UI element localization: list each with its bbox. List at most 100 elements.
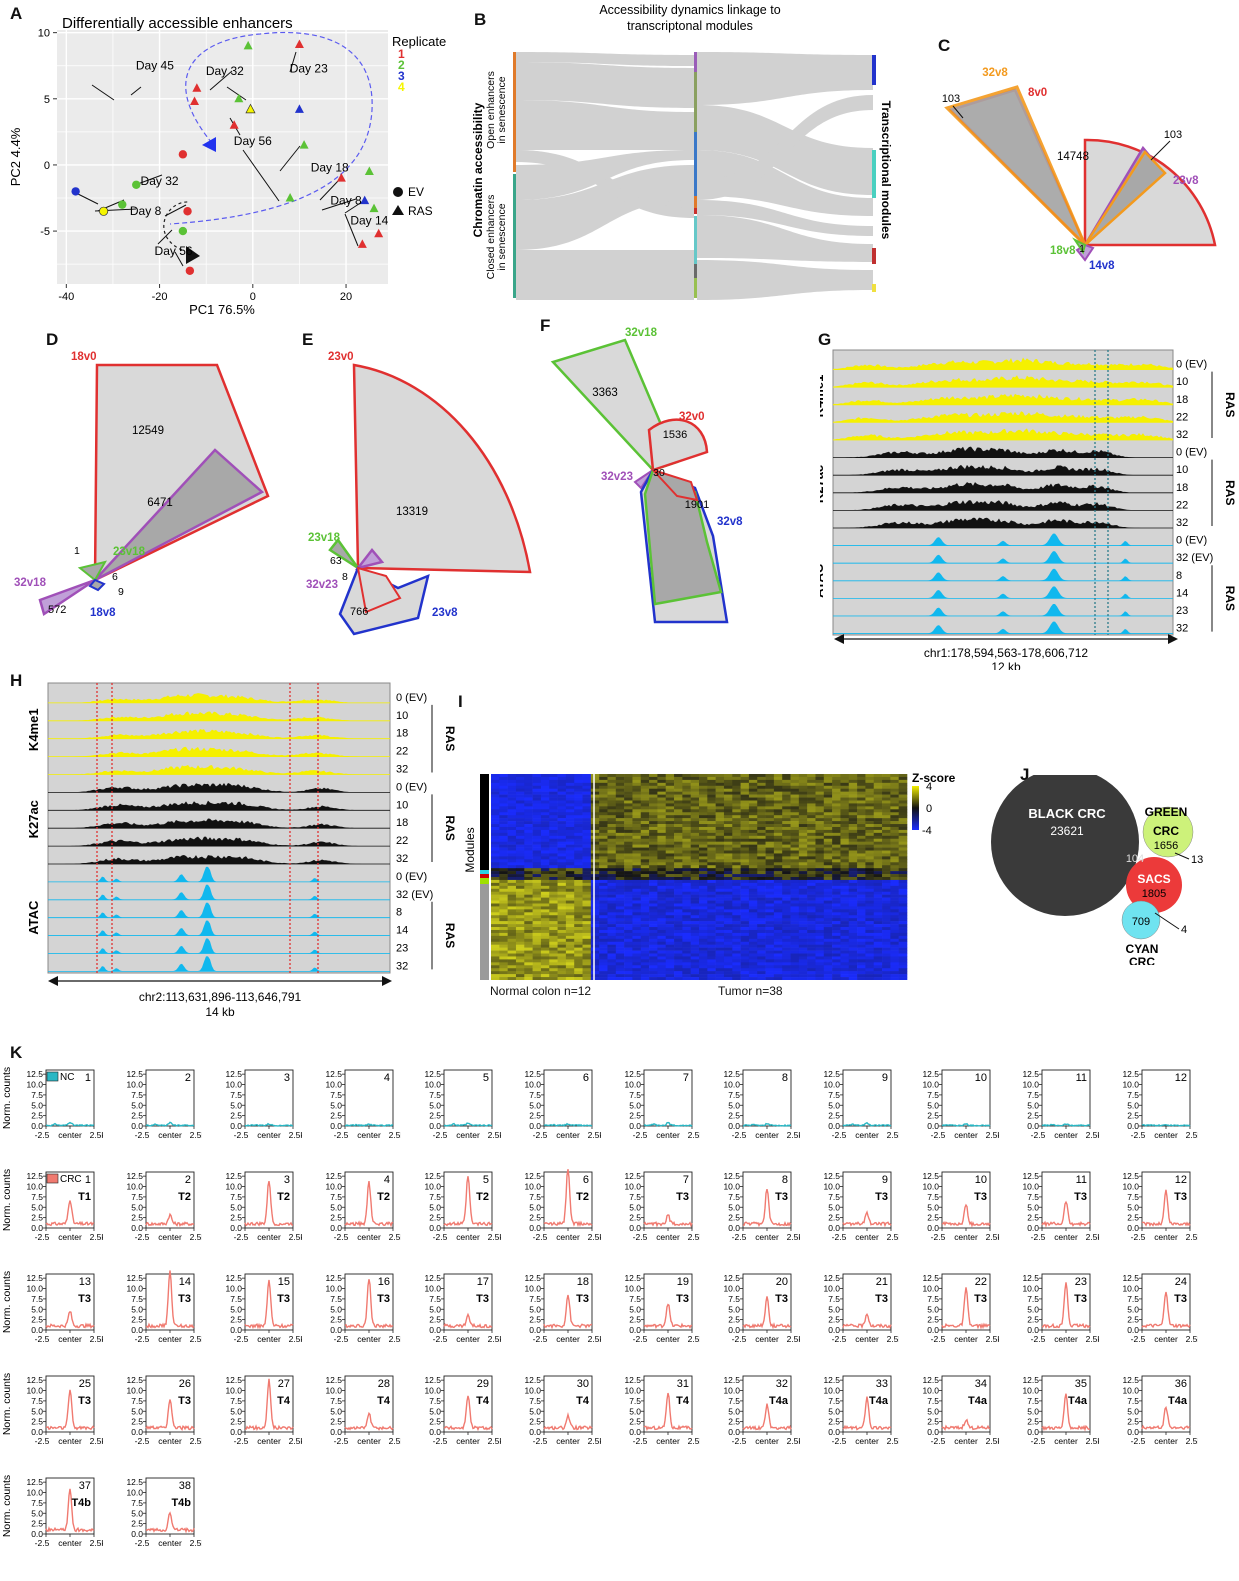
y-tick-label: 2.5 [330,1315,342,1325]
heatmap-cell [507,774,517,778]
heatmap-cell [524,903,533,907]
heatmap-cell [499,944,508,948]
y-tick-label: 5.0 [1027,1406,1039,1416]
profile-line [941,1418,991,1432]
ev-legend-marker [393,187,403,197]
crc-profile-plot: 12.510.07.55.02.50.0-2.5center2.5kb13T3N… [2,1271,103,1344]
heatmap-cell [532,862,542,866]
x-tick-label: 2.5kb [886,1334,899,1344]
signal-track [48,818,390,829]
heatmap-cell [873,885,883,890]
heatmap-cell [865,891,875,895]
heatmap-cell [640,838,650,842]
x-tick-label: center [556,1232,580,1242]
heatmap-cell [840,968,850,972]
heatmap-cell [582,941,592,945]
heatmap-cell [873,956,883,960]
heatmap-cell [499,856,508,860]
heatmap-cell [707,835,716,840]
heatmap-cell [615,812,625,816]
heatmap-cell [565,785,575,790]
heatmap-cell [723,856,733,860]
y-tick-label: 5.0 [928,1406,940,1416]
heatmap-cell [640,977,650,980]
heatmap-cell [640,971,650,975]
heatmap-cell [782,803,791,807]
heatmap-cell [565,782,575,787]
heatmap-cell [590,809,600,813]
heatmap-cell [557,974,567,978]
heatmap-cell [565,859,575,863]
heatmap-cell [549,935,558,940]
heatmap-cell [798,818,808,822]
heatmap-cell [665,891,675,895]
heatmap-cell [540,776,550,781]
heatmap-cell [782,968,791,972]
heatmap-cell [890,927,899,931]
heatmap-cell [640,774,650,778]
y-tick-label: 7.5 [330,1090,342,1100]
heatmap-cell [624,818,633,822]
heatmap-cell [898,865,908,869]
heatmap-cell [549,918,558,922]
heatmap-cell [857,947,866,951]
heatmap-cell [574,824,583,828]
heatmap-cell [890,950,899,954]
y-tick-label: 10.0 [325,1080,342,1090]
heatmap-cell [773,941,783,945]
plot-frame [842,1171,892,1229]
heatmap-cell [848,826,858,831]
x-tick-label: center [357,1232,381,1242]
heatmap-cell [815,909,825,913]
signal-track [833,446,1173,458]
data-point-ev [178,150,188,159]
module-bar-cyan [480,870,489,874]
heatmap-cell [507,809,517,813]
heatmap-cell [807,794,816,798]
heatmap-cell [765,882,775,887]
heatmap-cell [873,838,883,842]
heatmap-cell [491,803,500,807]
heatmap-cell [840,832,850,837]
cyan-count: 709 [1132,916,1150,928]
heatmap-cell [757,803,766,807]
heatmap-cell [890,806,899,810]
heatmap-cell [699,838,708,842]
heatmap-cell [707,977,716,980]
heatmap-cell [815,888,825,893]
heatmap-cell [491,877,500,881]
heatmap-cell [823,797,833,801]
profile-line [543,1411,593,1431]
heatmap-cell [848,865,858,869]
heatmap-cell [832,918,841,922]
heatmap-cell [773,900,783,904]
tumor-stage: T3 [1074,1293,1087,1305]
heatmap-cell [699,841,708,845]
label-32v8: 32v8 [717,516,743,528]
heatmap-cell [840,847,850,851]
heatmap-cell [624,841,633,845]
heatmap-cell [599,844,608,848]
heatmap-cell [757,812,766,816]
heatmap-cell [699,938,708,943]
y-tick-label: 2.5 [1027,1111,1039,1121]
heatmap-cell [823,853,833,857]
heatmap-cell [515,826,525,831]
heatmap-cell [757,853,766,857]
heatmap-cell [565,947,575,951]
count-1536: 1536 [663,429,687,441]
heatmap-cell [615,832,625,837]
data-point-ev [178,226,188,236]
heatmap-cell [823,803,833,807]
heatmap-cell [499,891,508,895]
bar-open-enhancers [513,52,516,172]
heatmap-cell [890,894,899,898]
heatmap-cell [748,903,758,907]
heatmap-cell [682,838,691,842]
heatmap-cell [848,800,858,804]
heatmap-cell [624,971,633,975]
heatmap-cell [607,909,617,913]
heatmap-cell [582,788,592,792]
